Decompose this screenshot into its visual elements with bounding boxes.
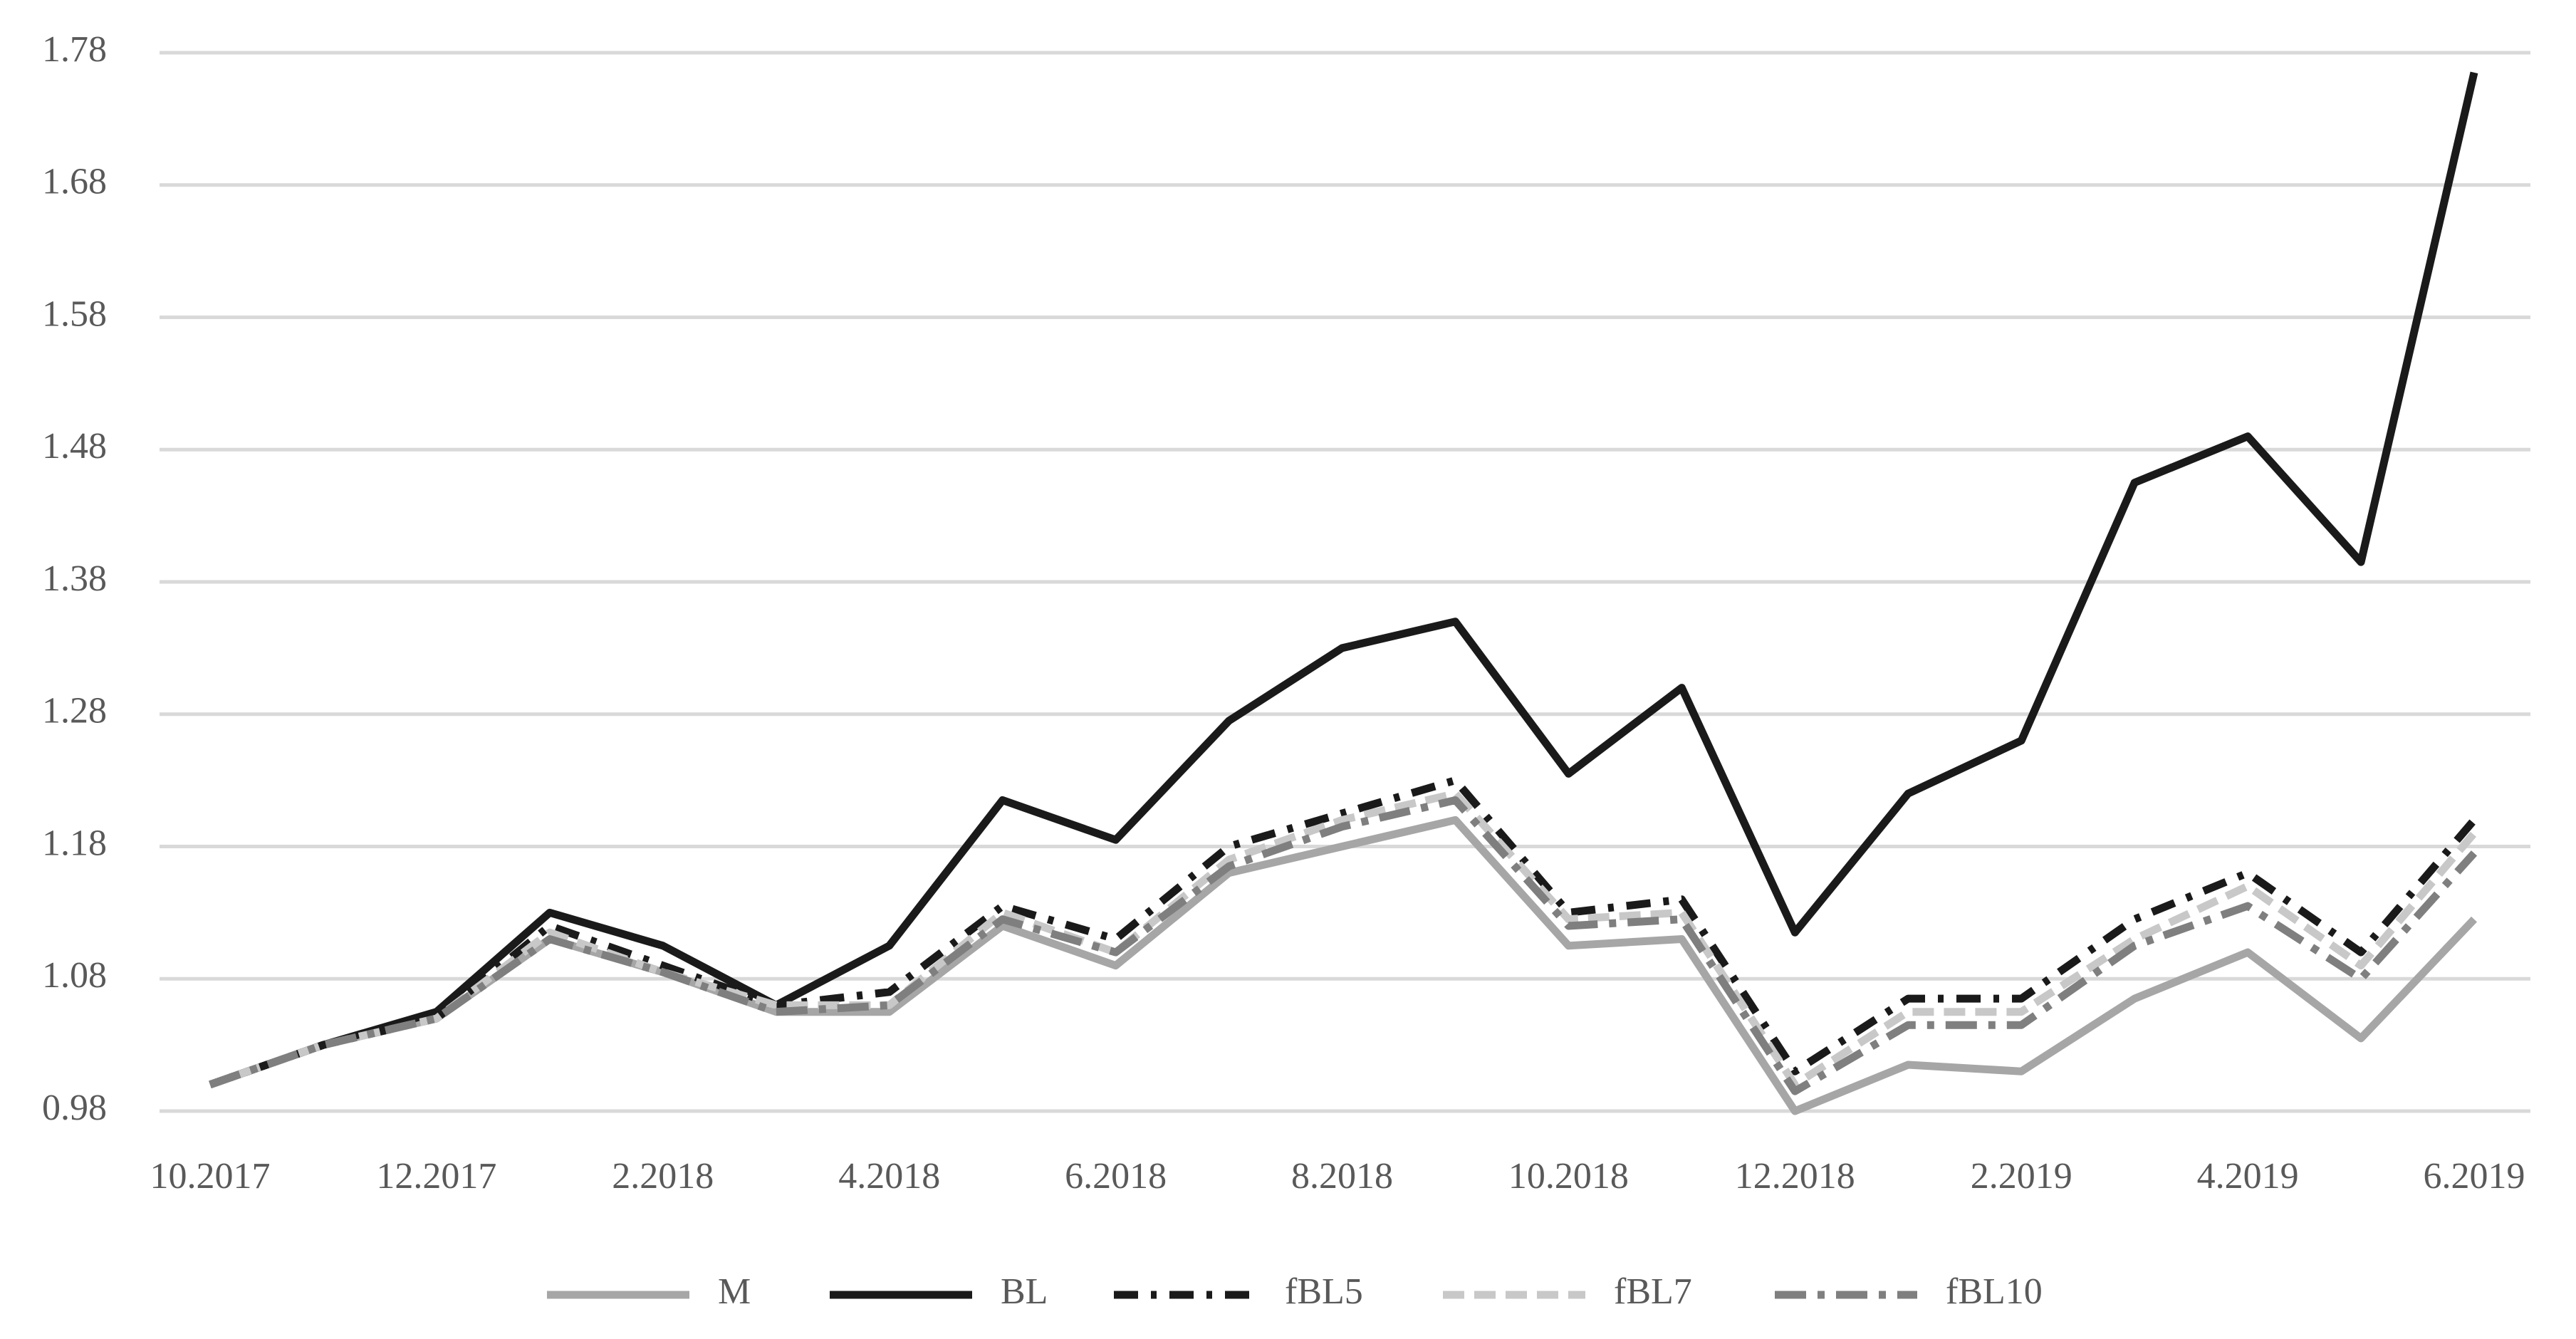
y-tick-label: 1.28 xyxy=(42,691,107,731)
series-line xyxy=(209,796,2478,1095)
x-tick-label: 6.2018 xyxy=(1065,1156,1167,1197)
legend-label: M xyxy=(718,1271,751,1312)
y-tick-label: 1.48 xyxy=(42,426,107,467)
x-tick-label: 12.2018 xyxy=(1735,1156,1855,1197)
y-tick-label: 1.38 xyxy=(42,558,107,599)
y-tick-label: 0.98 xyxy=(42,1088,107,1128)
y-tick-label: 1.08 xyxy=(42,955,107,996)
x-tick-label: 10.2018 xyxy=(1508,1156,1629,1197)
legend-label: fBL7 xyxy=(1614,1271,1692,1312)
y-tick-label: 1.68 xyxy=(42,162,107,202)
series-line xyxy=(209,789,2478,1089)
series-line xyxy=(209,816,2477,1115)
y-tick-label: 1.58 xyxy=(42,293,107,334)
x-tick-label: 2.2018 xyxy=(612,1156,714,1197)
x-tick-label: 4.2018 xyxy=(838,1156,940,1197)
legend-label: fBL5 xyxy=(1285,1271,1363,1312)
x-tick-label: 8.2018 xyxy=(1291,1156,1393,1197)
x-tick-label: 6.2019 xyxy=(2424,1156,2525,1197)
series-line xyxy=(209,776,2478,1089)
x-tick-label: 12.2017 xyxy=(376,1156,496,1197)
y-tick-label: 1.18 xyxy=(42,823,107,863)
legend-label: fBL10 xyxy=(1946,1271,2043,1312)
legend-label: BL xyxy=(1001,1271,1048,1312)
x-tick-label: 4.2019 xyxy=(2197,1156,2299,1197)
y-tick-label: 1.78 xyxy=(42,29,107,70)
series-line xyxy=(209,71,2478,1089)
x-tick-label: 2.2019 xyxy=(1971,1156,2072,1197)
x-tick-label: 10.2017 xyxy=(150,1156,271,1197)
